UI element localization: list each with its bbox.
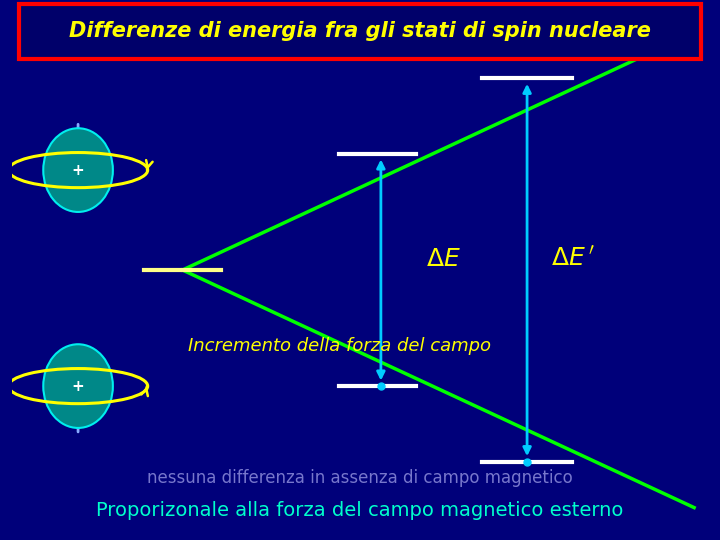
Text: $\Delta E\,'$: $\Delta E\,'$ [552,247,595,271]
Text: Differenze di energia fra gli stati di spin nucleare: Differenze di energia fra gli stati di s… [69,21,651,42]
FancyBboxPatch shape [19,4,701,59]
Text: +: + [72,163,84,178]
Text: nessuna differenza in assenza di campo magnetico: nessuna differenza in assenza di campo m… [147,469,573,487]
Ellipse shape [43,345,113,428]
Text: Proporizonale alla forza del campo magnetico esterno: Proporizonale alla forza del campo magne… [96,501,624,520]
Text: +: + [72,379,84,394]
Text: $\Delta E$: $\Delta E$ [426,247,461,271]
Text: Incremento della forza del campo: Incremento della forza del campo [188,336,490,355]
Ellipse shape [43,128,113,212]
